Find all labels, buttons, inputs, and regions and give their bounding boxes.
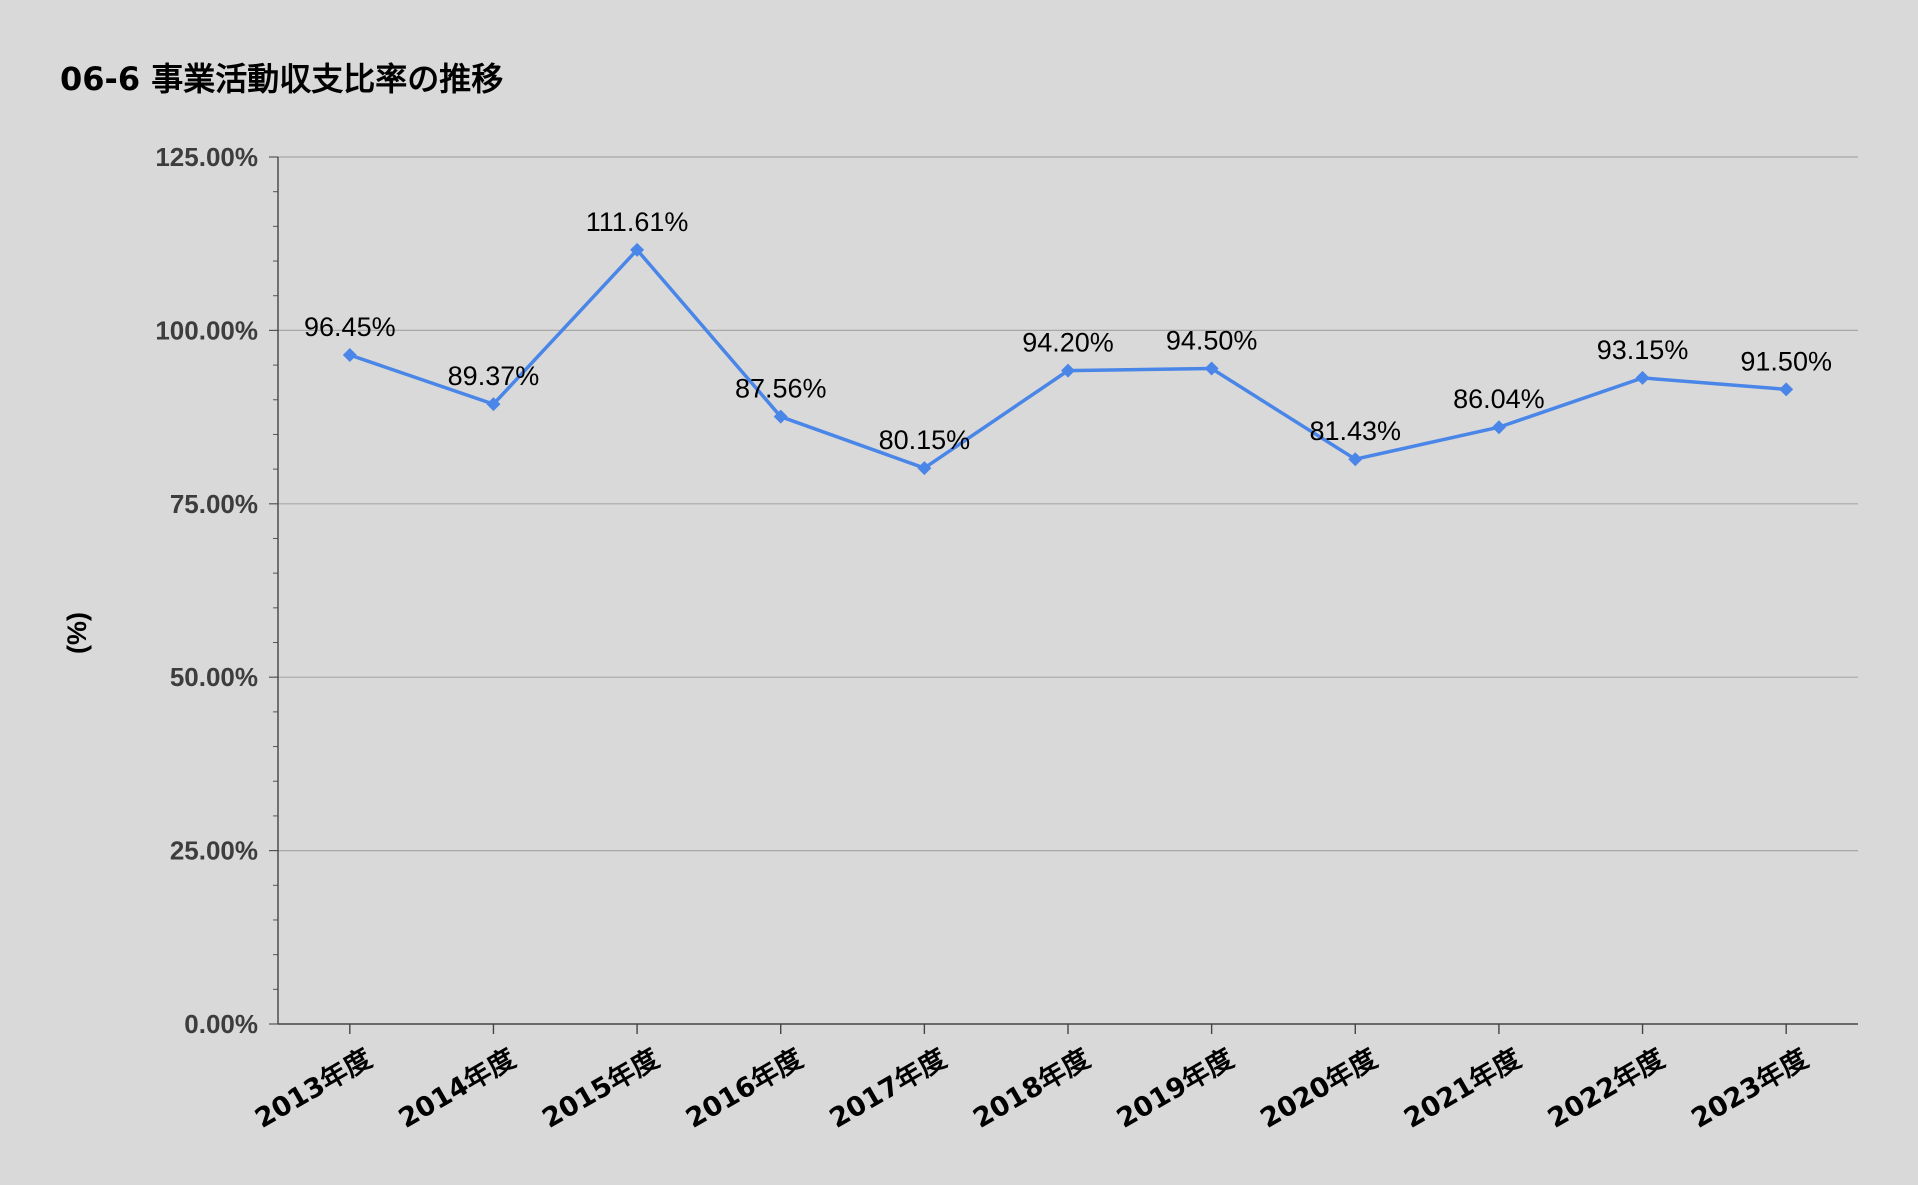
data-point (917, 461, 932, 476)
data-point (1779, 382, 1794, 397)
x-tick-label: 2014年度 (393, 1042, 521, 1134)
data-label: 94.50% (1166, 326, 1258, 356)
x-tick-label: 2023年度 (1686, 1042, 1814, 1134)
x-tick-label: 2018年度 (968, 1042, 1096, 1134)
data-point (486, 397, 501, 412)
x-tick-label: 2020年度 (1255, 1042, 1383, 1134)
axes (269, 156, 1858, 1034)
x-tick-label: 2021年度 (1399, 1042, 1527, 1134)
data-point (1635, 370, 1650, 385)
y-axis-title: (%) (62, 612, 92, 654)
data-point (773, 409, 788, 424)
y-axis-ticks: 0.00% 25.00% 50.00% 75.00% 100.00% 125.00% (155, 142, 258, 1039)
data-label: 80.15% (879, 425, 971, 455)
data-label: 81.43% (1309, 416, 1401, 446)
data-label: 89.37% (448, 361, 540, 391)
x-tick-label: 2019年度 (1111, 1042, 1239, 1134)
x-tick-label: 2017年度 (824, 1042, 952, 1134)
data-point (1491, 420, 1506, 435)
x-tick-label: 2015年度 (537, 1042, 665, 1134)
y-tick-label: 0.00% (184, 1009, 258, 1039)
y-tick-label: 100.00% (155, 315, 258, 345)
data-point (1061, 363, 1075, 378)
data-labels: 96.45% 89.37% 111.61% 87.56% 80.15% 94.20% 94.… (304, 207, 1832, 455)
y-tick-label: 75.00% (170, 489, 258, 519)
x-tick-label: 2022年度 (1542, 1042, 1670, 1134)
data-label: 86.04% (1453, 384, 1545, 414)
data-label: 94.20% (1022, 328, 1114, 358)
data-point (1348, 452, 1363, 467)
y-tick-label: 125.00% (155, 142, 258, 172)
data-label: 96.45% (304, 312, 396, 342)
chart-title: 06-6 事業活動収支比率の推移 (60, 60, 503, 98)
data-label: 93.15% (1597, 335, 1689, 365)
data-label: 87.56% (735, 374, 827, 404)
y-tick-label: 25.00% (170, 836, 258, 866)
data-point (1204, 361, 1219, 376)
data-point (630, 242, 645, 257)
series (342, 242, 1794, 476)
data-label: 111.61% (586, 207, 689, 237)
x-tick-label: 2013年度 (249, 1042, 377, 1134)
y-tick-label: 50.00% (170, 662, 258, 692)
x-axis-ticks: 2013年度 2014年度 2015年度 2016年度 2017年度 2018年度 2019… (249, 1042, 1813, 1134)
series-line (349, 248, 1787, 470)
x-tick-label: 2016年度 (680, 1042, 808, 1134)
gridlines (278, 156, 1858, 852)
data-point (342, 348, 357, 363)
data-label: 91.50% (1740, 346, 1832, 376)
